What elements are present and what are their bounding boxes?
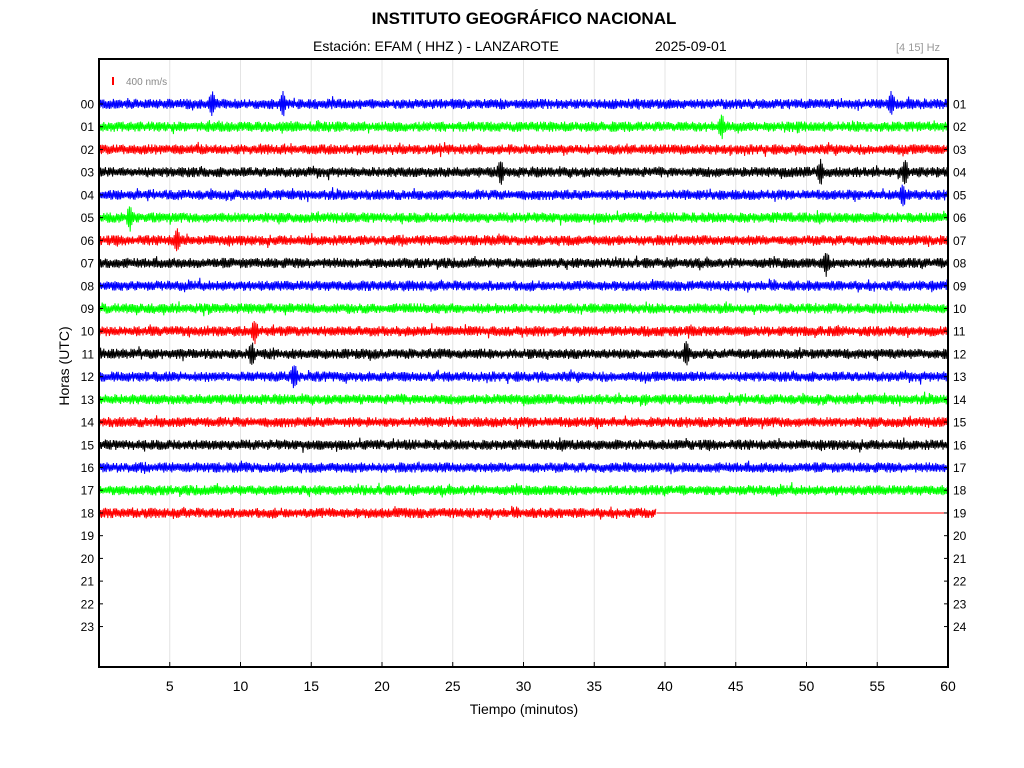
trace-hour-6 xyxy=(98,228,949,252)
trace-hour-11 xyxy=(98,341,949,366)
x-tick-label: 40 xyxy=(657,678,673,694)
y-tick-label-right: 05 xyxy=(953,188,967,202)
y-tick-label-right: 09 xyxy=(953,279,967,293)
y-tick-label-right: 23 xyxy=(953,597,967,611)
y-tick-label-left: 16 xyxy=(81,461,95,475)
x-tick-label: 25 xyxy=(445,678,461,694)
trace-hour-10 xyxy=(98,320,949,345)
trace-hour-0 xyxy=(98,90,949,117)
y-tick-label-right: 24 xyxy=(953,620,967,634)
y-tick-label-right: 01 xyxy=(953,98,967,112)
y-tick-label-left: 13 xyxy=(81,393,95,407)
x-tick-label: 20 xyxy=(374,678,390,694)
y-tick-label-right: 22 xyxy=(953,575,967,589)
y-tick-label-left: 07 xyxy=(81,257,95,271)
y-tick-label-right: 18 xyxy=(953,484,967,498)
y-tick-label-right: 16 xyxy=(953,438,967,452)
y-tick-label-left: 08 xyxy=(81,279,95,293)
trace-hour-15 xyxy=(98,437,949,453)
x-tick-label: 60 xyxy=(940,678,956,694)
y-tick-label-left: 15 xyxy=(81,438,95,452)
y-tick-label-left: 18 xyxy=(81,506,95,520)
chart-title: INSTITUTO GEOGRÁFICO NACIONAL xyxy=(371,9,677,28)
x-tick-label: 10 xyxy=(233,678,249,694)
y-tick-label-left: 17 xyxy=(81,484,95,498)
y-tick-label-left: 00 xyxy=(81,98,95,112)
y-axis-label: Horas (UTC) xyxy=(56,326,72,405)
trace-hour-5 xyxy=(98,206,949,232)
y-tick-label-right: 11 xyxy=(953,325,966,339)
x-tick-label: 55 xyxy=(869,678,885,694)
x-tick-label: 50 xyxy=(799,678,815,694)
y-tick-label-left: 03 xyxy=(81,166,95,180)
y-tick-label-right: 02 xyxy=(953,120,967,134)
trace-hour-4 xyxy=(98,184,949,207)
y-tick-label-right: 08 xyxy=(953,257,967,271)
y-tick-label-right: 21 xyxy=(953,552,967,566)
y-tick-label-left: 22 xyxy=(81,597,95,611)
x-tick-label: 5 xyxy=(166,678,174,694)
y-tick-label-right: 19 xyxy=(953,506,967,520)
y-tick-label-left: 10 xyxy=(81,325,95,339)
y-tick-label-left: 09 xyxy=(81,302,95,316)
trace-hour-2 xyxy=(98,141,949,158)
x-tick-label: 15 xyxy=(303,678,319,694)
y-tick-label-left: 14 xyxy=(81,416,95,430)
trace-hour-13 xyxy=(98,391,949,407)
y-tick-label-right: 07 xyxy=(953,234,967,248)
y-tick-label-right: 10 xyxy=(953,302,967,316)
y-tick-label-right: 14 xyxy=(953,393,967,407)
station-subtitle: Estación: EFAM ( HHZ ) - LANZAROTE xyxy=(313,38,559,54)
y-tick-label-left: 11 xyxy=(82,347,95,361)
y-tick-label-right: 12 xyxy=(953,347,967,361)
y-tick-label-left: 02 xyxy=(81,143,95,157)
y-tick-label-left: 12 xyxy=(81,370,95,384)
x-tick-label: 35 xyxy=(586,678,602,694)
trace-hour-14 xyxy=(98,415,949,430)
frequency-band-label: [4 15] Hz xyxy=(896,42,941,54)
y-tick-label-left: 20 xyxy=(81,552,95,566)
date-label: 2025-09-01 xyxy=(655,38,727,54)
trace-hour-8 xyxy=(98,277,949,293)
y-tick-label-right: 20 xyxy=(953,529,967,543)
trace-hour-17 xyxy=(98,482,949,498)
trace-hour-18 xyxy=(98,505,657,520)
y-tick-label-right: 06 xyxy=(953,211,967,225)
trace-hour-12 xyxy=(98,365,949,389)
scale-bar xyxy=(112,77,114,85)
trace-hour-3 xyxy=(98,158,949,185)
x-tick-label: 30 xyxy=(516,678,532,694)
y-tick-label-right: 04 xyxy=(953,166,967,180)
y-tick-label-right: 17 xyxy=(953,461,967,475)
x-axis-label: Tiempo (minutos) xyxy=(470,701,578,717)
y-tick-label-right: 13 xyxy=(953,370,967,384)
trace-hour-1 xyxy=(98,114,949,140)
y-tick-label-right: 15 xyxy=(953,416,967,430)
trace-hour-9 xyxy=(98,301,949,317)
y-tick-label-right: 03 xyxy=(953,143,967,157)
scale-label: 400 nm/s xyxy=(126,77,167,88)
x-tick-label: 45 xyxy=(728,678,744,694)
y-tick-label-left: 19 xyxy=(81,529,95,543)
y-tick-label-left: 06 xyxy=(81,234,95,248)
y-tick-label-left: 21 xyxy=(81,575,95,589)
y-tick-label-left: 04 xyxy=(81,188,95,202)
y-tick-label-left: 23 xyxy=(81,620,95,634)
y-tick-label-left: 01 xyxy=(81,120,95,134)
trace-hour-7 xyxy=(98,252,949,277)
trace-hour-16 xyxy=(98,460,949,475)
y-tick-label-left: 05 xyxy=(81,211,95,225)
